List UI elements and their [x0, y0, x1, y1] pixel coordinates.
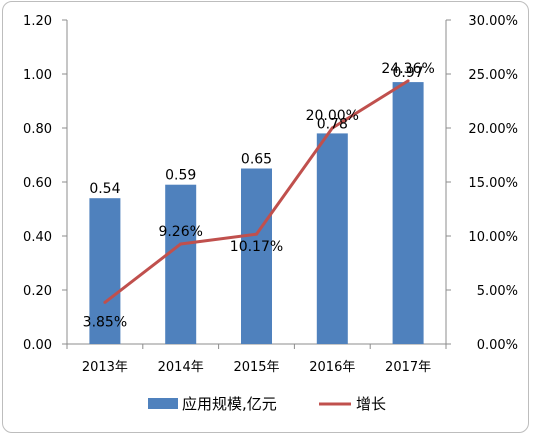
right-axis-tick-label: 5.00%: [477, 284, 518, 299]
line-data-label: 20.00%: [306, 108, 359, 124]
left-axis-tick-label: 0.40: [23, 230, 52, 245]
right-axis-tick-label: 0.00%: [477, 338, 518, 353]
left-axis-tick-label: 1.00: [23, 68, 52, 83]
growth-point: [406, 79, 410, 83]
legend-line-label: 增长: [356, 395, 386, 413]
right-axis-tick-label: 20.00%: [468, 122, 518, 137]
bar-data-label: 0.97: [393, 65, 424, 81]
right-axis-tick-label: 10.00%: [468, 230, 518, 245]
line-data-label: 9.26%: [158, 224, 202, 240]
bar-data-label: 0.78: [317, 116, 348, 132]
bar: [316, 133, 348, 344]
left-axis-tick-label: 0.80: [23, 122, 52, 137]
x-axis-tick-label: 2016年: [309, 360, 355, 375]
line-data-label: 24.36%: [381, 61, 434, 77]
left-axis-tick-label: 0.00: [23, 338, 52, 353]
legend-bar-label: 应用规模,亿元: [182, 395, 277, 413]
bar-data-label: 0.54: [89, 181, 120, 197]
left-axis-tick-label: 0.60: [23, 176, 52, 191]
right-axis-tick-label: 30.00%: [468, 14, 518, 29]
x-axis-tick-label: 2014年: [158, 360, 204, 375]
left-axis-tick-label: 0.20: [23, 284, 52, 299]
right-axis-tick-label: 15.00%: [468, 176, 518, 191]
bar-data-label: 0.59: [165, 168, 196, 184]
growth-point: [255, 232, 258, 236]
bar: [89, 198, 121, 344]
bar-data-label: 0.65: [241, 152, 272, 168]
line-data-label: 10.17%: [230, 239, 283, 255]
legend-bar-swatch: [148, 398, 178, 409]
x-axis-tick-label: 2015年: [233, 360, 279, 375]
x-axis-tick-label: 2013年: [82, 360, 128, 375]
growth-point: [179, 242, 183, 246]
x-axis-tick-label: 2017年: [385, 360, 431, 375]
line-data-label: 3.85%: [83, 314, 127, 330]
growth-point: [103, 300, 107, 304]
left-axis-tick-label: 1.20: [23, 14, 52, 29]
growth-point: [330, 126, 334, 130]
right-axis-tick-label: 25.00%: [468, 68, 518, 83]
bar: [165, 184, 197, 344]
bar: [241, 168, 272, 344]
bar: [392, 82, 424, 344]
